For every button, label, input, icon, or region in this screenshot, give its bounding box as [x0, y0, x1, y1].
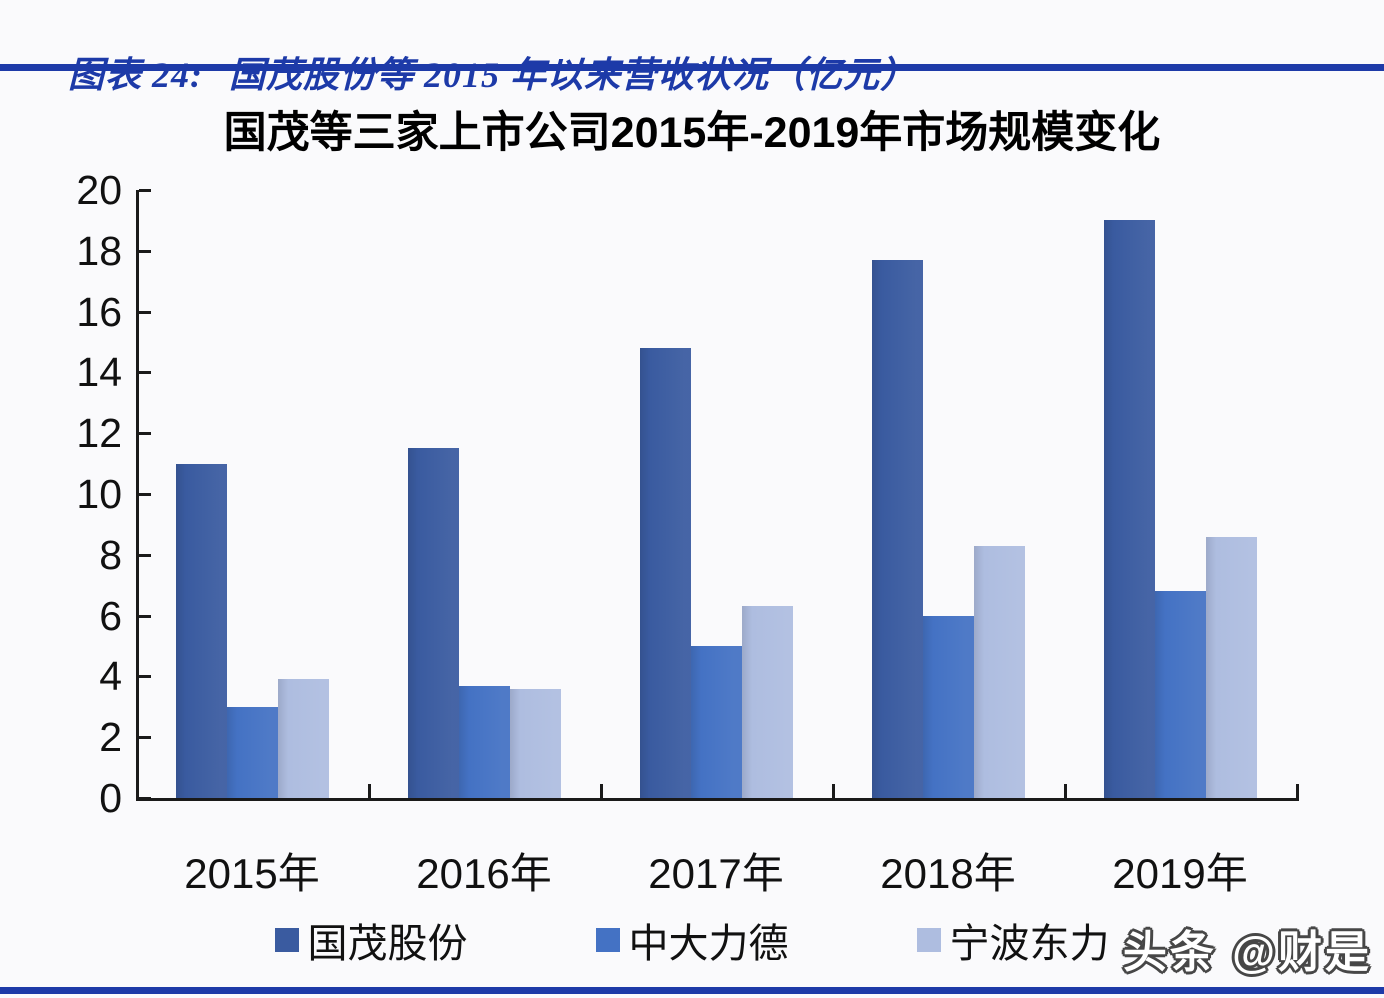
legend-label: 中大力德 [628, 922, 789, 966]
y-tick-label: 12 [76, 410, 122, 457]
x-tick [368, 784, 371, 798]
bar [690, 646, 742, 798]
top-rule [0, 64, 1384, 71]
y-tick-label: 14 [76, 349, 122, 396]
legend-label: 宁波东力 [949, 922, 1110, 966]
bar [741, 606, 793, 798]
bar [509, 688, 561, 798]
y-tick [139, 249, 151, 253]
watermark: 头条 @财是 [1122, 928, 1372, 977]
x-axis-label: 2015年 [184, 850, 320, 897]
legend-item: 宁波东力 [916, 911, 1110, 969]
legend-item: 国茂股份 [274, 911, 468, 969]
bar [277, 679, 329, 798]
bar [226, 706, 278, 798]
y-tick [139, 553, 151, 557]
bar [871, 259, 923, 798]
x-tick [832, 784, 835, 798]
figure-caption-label: 图表 24: [68, 55, 203, 95]
y-axis-line [136, 190, 139, 801]
x-tick [600, 784, 603, 798]
y-tick-label: 6 [99, 592, 122, 639]
y-tick [139, 675, 151, 679]
bar [1205, 536, 1257, 798]
x-axis-label: 2016年 [416, 850, 552, 897]
figure-caption: 图表 24: 国茂股份等 2015 年以来营收状况（亿元） [28, 4, 917, 140]
bottom-rule [0, 987, 1384, 994]
y-tick [139, 432, 151, 436]
y-tick [139, 614, 151, 618]
legend-item: 中大力德 [595, 911, 789, 969]
y-tick [139, 189, 151, 192]
bar [922, 615, 974, 798]
legend: 国茂股份 中大力德 宁波东力 [0, 916, 1384, 966]
chart-title: 国茂等三家上市公司2015年-2019年市场规模变化 [223, 109, 1161, 157]
y-tick [139, 736, 151, 740]
bar [973, 545, 1025, 798]
legend-swatch [916, 928, 941, 952]
x-axis-line [136, 798, 1299, 801]
bar [407, 448, 459, 798]
x-axis-label: 2018年 [880, 850, 1016, 897]
legend-label: 国茂股份 [307, 922, 468, 966]
y-tick [139, 310, 151, 314]
legend-swatch [595, 928, 620, 952]
x-axis-label: 2017年 [648, 850, 784, 897]
legend-swatch [274, 928, 299, 952]
y-tick-label: 16 [76, 288, 122, 335]
y-tick-label: 20 [76, 167, 122, 213]
y-tick-label: 4 [99, 653, 122, 700]
y-tick [139, 797, 151, 800]
y-tick-label: 2 [99, 714, 122, 761]
y-tick-label: 10 [76, 471, 122, 517]
x-tick [1296, 784, 1299, 798]
bar [639, 348, 691, 798]
figure-caption-text: 国茂股份等 2015 年以来营收状况（亿元） [229, 55, 918, 95]
y-tick-label: 18 [76, 227, 122, 274]
y-tick-label: 0 [99, 775, 122, 821]
bar [1103, 220, 1155, 798]
x-tick [1064, 784, 1067, 798]
y-tick [139, 371, 151, 375]
bar [175, 463, 227, 798]
x-tick [136, 784, 139, 798]
bar [1154, 591, 1206, 798]
x-axis-label: 2019年 [1112, 850, 1248, 897]
y-tick-label: 8 [99, 531, 122, 578]
y-tick [139, 493, 151, 496]
bar [458, 685, 510, 798]
